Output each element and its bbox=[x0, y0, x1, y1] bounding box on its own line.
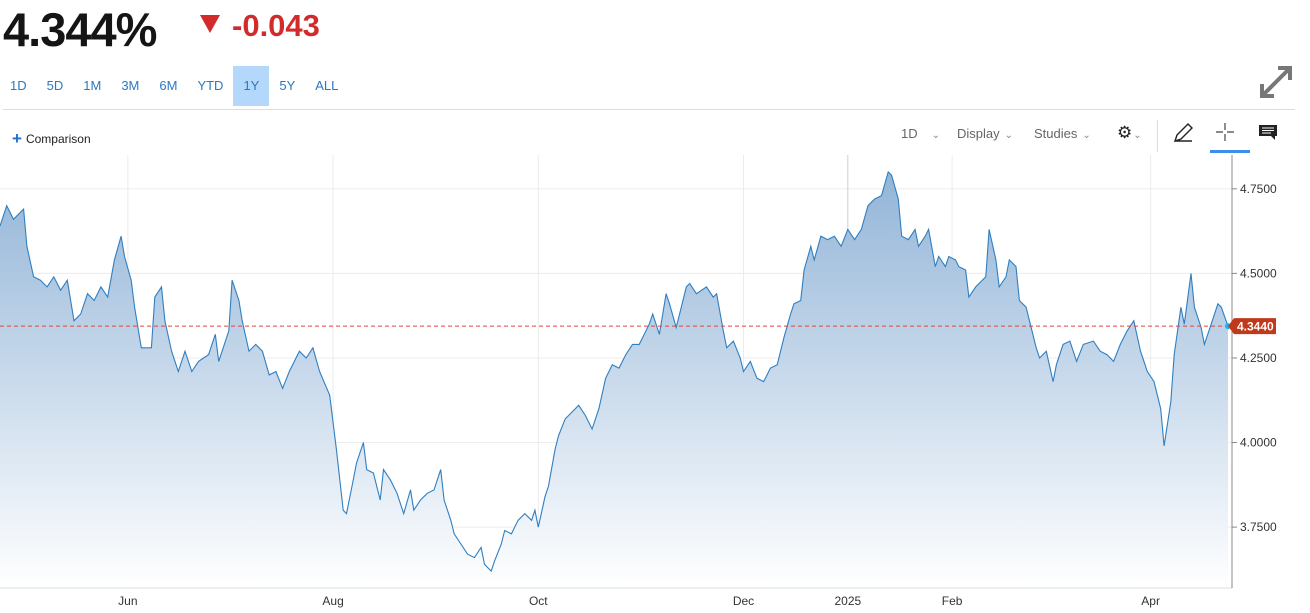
series-line bbox=[0, 170, 1229, 573]
comparison-button[interactable]: + Comparison bbox=[12, 129, 91, 148]
range-1m[interactable]: 1M bbox=[83, 78, 102, 93]
area-fill bbox=[0, 171, 1228, 588]
crosshair-icon[interactable] bbox=[1215, 122, 1235, 142]
comment-icon[interactable] bbox=[1259, 125, 1278, 141]
expand-icon[interactable] bbox=[1258, 64, 1294, 100]
quote-change: -0.043 bbox=[232, 8, 320, 43]
chevron-down-icon: ⌄ bbox=[1133, 130, 1142, 141]
y-tick-label: 3.7500 bbox=[1240, 520, 1277, 534]
divider bbox=[3, 109, 1295, 110]
active-tool-indicator bbox=[1210, 150, 1250, 153]
chevron-down-icon: ⌄ bbox=[1004, 130, 1014, 141]
x-tick-label: Feb bbox=[942, 594, 963, 608]
interval-dropdown[interactable]: 1D ⌄ bbox=[901, 126, 941, 141]
gear-icon: ⚙ bbox=[1117, 123, 1133, 142]
last-value-label: 4.3440 bbox=[1237, 320, 1274, 334]
chevron-down-icon: ⌄ bbox=[1082, 130, 1091, 141]
down-arrow-icon bbox=[200, 15, 220, 33]
pencil-icon[interactable] bbox=[1172, 122, 1194, 144]
y-tick-label: 4.5000 bbox=[1240, 266, 1277, 280]
toolbar-separator bbox=[1157, 120, 1158, 152]
range-ytd[interactable]: YTD bbox=[197, 78, 224, 93]
y-tick-label: 4.7500 bbox=[1240, 182, 1277, 196]
range-5y[interactable]: 5Y bbox=[279, 78, 296, 93]
range-6m[interactable]: 6M bbox=[159, 78, 178, 93]
x-tick-label: Apr bbox=[1141, 594, 1160, 608]
range-3m[interactable]: 3M bbox=[121, 78, 140, 93]
range-1y[interactable]: 1Y bbox=[233, 66, 270, 106]
last-value-tag bbox=[1228, 318, 1276, 335]
plus-icon: + bbox=[12, 129, 22, 148]
x-tick-label: Dec bbox=[733, 594, 754, 608]
x-tick-label: Jun bbox=[118, 594, 137, 608]
quote-price: 4.344% bbox=[3, 3, 157, 56]
y-tick-label: 4.2500 bbox=[1240, 351, 1277, 365]
range-selector: 1D 5D 1M 3M 6M YTD 1Y 5Y ALL bbox=[0, 66, 348, 106]
x-tick-label: Oct bbox=[529, 594, 548, 608]
range-all[interactable]: ALL bbox=[315, 78, 339, 93]
y-tick-label: 4.0000 bbox=[1240, 436, 1277, 450]
x-tick-label: 2025 bbox=[834, 594, 861, 608]
settings-dropdown[interactable]: ⚙⌄ bbox=[1117, 123, 1142, 143]
chart[interactable]: 4.7500 4.5000 4.2500 4.0000 3.7500 Jun Aug Oct D… bbox=[0, 155, 1310, 613]
chevron-down-icon: ⌄ bbox=[931, 130, 941, 141]
studies-dropdown[interactable]: Studies ⌄ bbox=[1034, 126, 1091, 141]
x-tick-label: Aug bbox=[322, 594, 343, 608]
range-5d[interactable]: 5D bbox=[46, 78, 64, 93]
range-1d[interactable]: 1D bbox=[10, 78, 27, 93]
display-dropdown[interactable]: Display ⌄ bbox=[957, 126, 1014, 141]
